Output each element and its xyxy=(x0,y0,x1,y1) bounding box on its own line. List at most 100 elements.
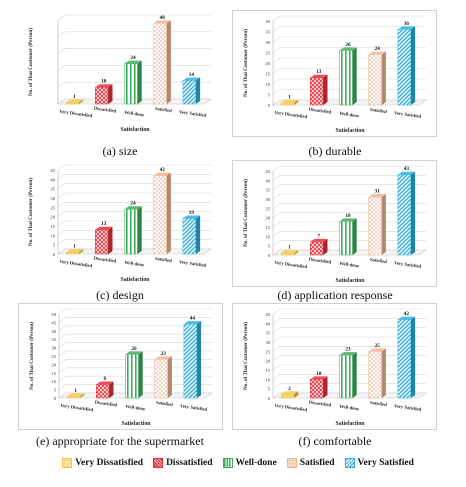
gridline xyxy=(272,175,426,181)
gridline xyxy=(58,308,212,315)
data-label: 23 xyxy=(345,347,351,353)
x-tick-label: Well-done xyxy=(339,404,359,412)
y-tick-label: 15 xyxy=(50,224,55,229)
y-tick-label: 5 xyxy=(54,388,57,393)
y-tick-label: 30 xyxy=(265,197,270,202)
data-label: 1 xyxy=(73,94,76,100)
caption-application-response: (d) application response xyxy=(277,288,393,302)
bar xyxy=(397,316,416,399)
y-tick-label: 35 xyxy=(265,30,270,35)
bar xyxy=(124,60,142,105)
y-tick-label: 40 xyxy=(265,321,270,326)
y-tick-label: 5 xyxy=(268,387,271,392)
data-label: 24 xyxy=(375,46,381,52)
y-tick-label: 15 xyxy=(265,368,270,373)
data-label: 2 xyxy=(288,386,291,392)
y-tick-label: 15 xyxy=(51,371,56,376)
y-tick-label: 20 xyxy=(265,359,270,364)
x-tick-label: Satisfied xyxy=(155,256,173,263)
x-tick-label: Very Dissatisfied xyxy=(59,259,93,269)
x-axis-label: Satisfaction xyxy=(122,421,152,427)
gridline xyxy=(57,192,211,199)
gridline xyxy=(272,165,426,172)
x-tick-label: Well-done xyxy=(125,404,145,412)
y-tick-label: 5 xyxy=(53,243,56,248)
gridline xyxy=(58,350,212,357)
bar xyxy=(153,20,171,105)
x-tick-label: Satisfied xyxy=(155,106,173,113)
bar xyxy=(95,226,113,255)
y-tick-label: 25 xyxy=(51,354,56,359)
data-label: 1 xyxy=(73,244,76,250)
gridline xyxy=(272,47,426,53)
y-tick-label: 25 xyxy=(50,205,55,210)
bar xyxy=(368,194,386,256)
gridline xyxy=(57,164,211,171)
y-tick-label: 40 xyxy=(265,19,270,24)
data-label: 18 xyxy=(345,213,351,219)
y-tick-label: 10 xyxy=(50,233,55,238)
x-axis-label: Satisfaction xyxy=(336,278,366,284)
bar xyxy=(96,381,114,399)
chart-svg: 0 5 10 15 20 25 30 35 40 45 50 No. of Thai Customer… xyxy=(28,308,213,427)
bar xyxy=(368,51,386,106)
bar xyxy=(183,321,202,399)
chart-svg: 0 5 10 15 20 25 30 35 40 45 No. of Thai Customer (… xyxy=(27,164,212,283)
x-tick-label: Very Dissatisfied xyxy=(59,109,93,119)
y-tick-label: 10 xyxy=(265,234,270,239)
y-tick-label: 40 xyxy=(50,177,55,182)
legend-item-dissatisfied: Dissatisfied xyxy=(153,458,213,468)
x-tick-label: Very Dissatisfied xyxy=(60,403,94,413)
legend-swatch xyxy=(62,458,73,468)
bar xyxy=(280,99,299,106)
y-tick-label: 10 xyxy=(265,377,270,382)
legend-label: Very Dissatisfied xyxy=(75,458,144,468)
y-tick-label: 35 xyxy=(50,187,55,192)
chart-svg: 0 5 10 15 20 25 30 35 40 No. of Thai Customer (Pe… xyxy=(242,15,427,134)
x-tick-label: Dissatisfied xyxy=(94,255,117,263)
data-label: 25 xyxy=(375,343,381,349)
data-label: 44 xyxy=(190,316,196,322)
y-tick-label: 45 xyxy=(50,168,55,173)
y-axis-label: No. of Thai Customer (Person) xyxy=(27,28,34,96)
chart-panel-size: No. of Thai Customer (Person) Satisfactio… xyxy=(18,10,223,137)
y-tick-label: 30 xyxy=(51,346,56,351)
x-tick-label: Satisfied xyxy=(370,107,388,114)
data-label: 13 xyxy=(101,221,107,227)
y-axis-label: No. of Thai Customer (Person) xyxy=(242,29,249,97)
gridline xyxy=(57,174,211,180)
y-tick-label: 10 xyxy=(51,379,56,384)
chart-panel-durable: 0 5 10 15 20 25 30 35 40 No. of Thai Customer (Pe… xyxy=(232,10,437,137)
bar xyxy=(339,352,357,399)
y-tick-label: 25 xyxy=(265,206,270,211)
legend-label: Dissatisfied xyxy=(166,458,213,468)
chart-panel-appropriate-for-supermarket: 0 5 10 15 20 25 30 35 40 45 50 No. of Thai Customer… xyxy=(18,303,223,430)
gridline xyxy=(57,48,211,54)
y-tick-label: 45 xyxy=(265,312,270,317)
bar xyxy=(182,215,201,255)
x-tick-label: Very Satisfied xyxy=(394,110,422,119)
legend-label: Satisfied xyxy=(299,458,335,468)
data-label: 7 xyxy=(318,233,321,239)
legend-item-satisfied: Satisfied xyxy=(286,458,335,468)
legend-swatch xyxy=(153,458,164,468)
bar xyxy=(153,172,171,255)
gridline xyxy=(272,327,426,333)
caption-size: (a) size xyxy=(102,144,138,158)
x-tick-label: Dissatisfied xyxy=(309,106,332,114)
y-tick-label: 25 xyxy=(265,51,270,56)
bar xyxy=(154,356,172,399)
y-axis-label: No. of Thai Customer (Person) xyxy=(242,322,249,390)
gridline xyxy=(272,318,426,324)
y-tick-label: 10 xyxy=(265,82,270,87)
bar xyxy=(280,391,299,399)
y-tick-label: 35 xyxy=(265,188,270,193)
bar xyxy=(65,249,84,255)
data-label: 48 xyxy=(160,15,166,21)
gridline xyxy=(57,31,211,38)
data-label: 13 xyxy=(316,69,322,75)
data-label: 42 xyxy=(160,167,166,173)
gridline xyxy=(272,184,426,190)
x-tick-label: Well-done xyxy=(124,110,144,118)
x-tick-label: Dissatisfied xyxy=(309,256,332,264)
